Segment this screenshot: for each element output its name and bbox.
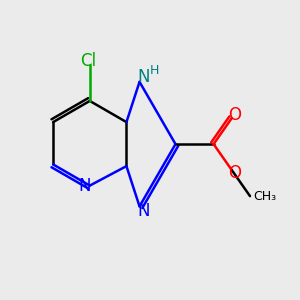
Text: N: N [138, 202, 150, 220]
Text: N: N [78, 177, 91, 195]
Text: Cl: Cl [80, 52, 96, 70]
Text: O: O [228, 106, 241, 124]
Text: O: O [228, 164, 241, 182]
Text: N: N [138, 68, 150, 86]
Text: H: H [150, 64, 159, 77]
Text: CH₃: CH₃ [254, 190, 277, 202]
